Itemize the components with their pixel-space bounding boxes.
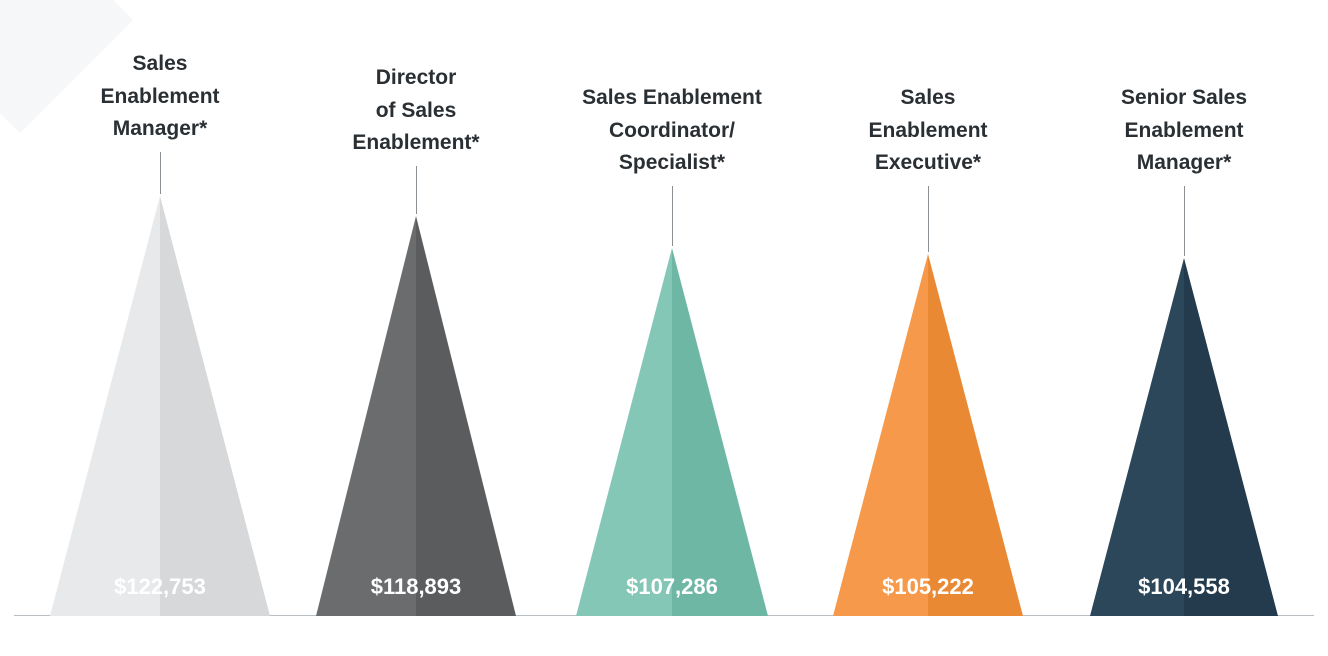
- label-connector: [416, 166, 417, 214]
- chart-item: Senior Sales Enablement Manager* $104,558: [1054, 82, 1314, 616]
- cone-right-face: [928, 254, 1023, 616]
- chart-item: Director of Sales Enablement* $118,893: [286, 62, 546, 616]
- cone-shape: $104,558: [1090, 258, 1278, 616]
- chart-item: Sales Enablement Executive* $105,222: [798, 82, 1058, 616]
- cone-shape: $105,222: [833, 254, 1023, 616]
- chart-item-value: $122,753: [50, 574, 270, 600]
- cone-right-face: [160, 196, 270, 616]
- chart-item-label: Senior Sales Enablement Manager*: [1054, 82, 1314, 180]
- chart-item: Sales Enablement Coordinator/ Specialist…: [542, 82, 802, 616]
- cone-right-face: [416, 216, 516, 616]
- label-connector: [1184, 186, 1185, 256]
- chart-item-label: Sales Enablement Manager*: [30, 48, 290, 146]
- cone-shape: $118,893: [316, 216, 516, 616]
- chart-item: Sales Enablement Manager* $122,753: [30, 48, 290, 616]
- chart-item-label: Sales Enablement Coordinator/ Specialist…: [542, 82, 802, 180]
- label-connector: [672, 186, 673, 246]
- chart-item-label: Sales Enablement Executive*: [798, 82, 1058, 180]
- cone-left-face: [1090, 258, 1184, 616]
- chart-item-value: $105,222: [833, 574, 1023, 600]
- cone-shape: $122,753: [50, 196, 270, 616]
- label-connector: [160, 152, 161, 194]
- cone-left-face: [833, 254, 928, 616]
- chart-item-value: $104,558: [1090, 574, 1278, 600]
- cone-right-face: [1184, 258, 1278, 616]
- label-connector: [928, 186, 929, 252]
- cone-left-face: [50, 196, 160, 616]
- chart-item-value: $118,893: [316, 574, 516, 600]
- chart-item-value: $107,286: [576, 574, 768, 600]
- cone-left-face: [316, 216, 416, 616]
- cone-right-face: [672, 248, 768, 616]
- cone-left-face: [576, 248, 672, 616]
- salary-cone-chart: Sales Enablement Manager* $122,753 Directo…: [0, 0, 1328, 656]
- cone-shape: $107,286: [576, 248, 768, 616]
- chart-item-label: Director of Sales Enablement*: [286, 62, 546, 160]
